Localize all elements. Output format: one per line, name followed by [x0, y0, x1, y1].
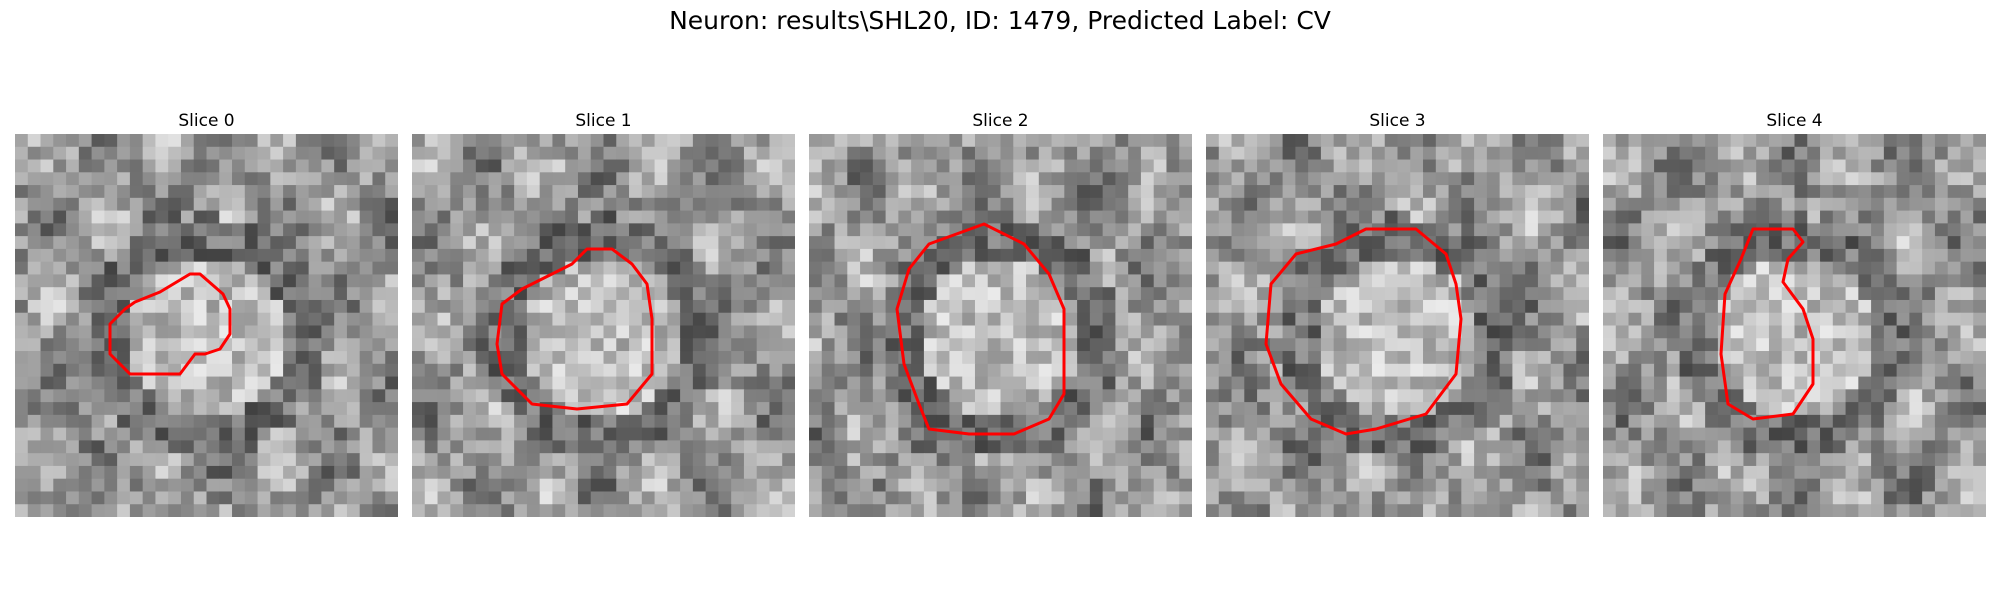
slice-panel-4: Slice 4 [1603, 108, 1986, 517]
segmentation-contour [895, 222, 1066, 436]
pixel-grid [15, 134, 398, 517]
slice-panel-0: Slice 0 [15, 108, 398, 517]
slice-image-1 [412, 134, 795, 517]
pixel-grid [809, 134, 1192, 517]
figure-title: Neuron: results\SHL20, ID: 1479, Predict… [669, 6, 1331, 35]
pixel-grid [412, 134, 795, 517]
segmentation-contour [108, 272, 232, 376]
segmentation-contour [1719, 227, 1815, 421]
slice-panel-1: Slice 1 [412, 108, 795, 517]
slice-title-2: Slice 2 [972, 111, 1029, 131]
slice-title-4: Slice 4 [1766, 111, 1823, 131]
slice-panel-3: Slice 3 [1206, 108, 1589, 517]
slice-title-1: Slice 1 [575, 111, 632, 131]
slice-panel-2: Slice 2 [809, 108, 1192, 517]
slice-title-3: Slice 3 [1369, 111, 1426, 131]
segmentation-contour [1264, 227, 1463, 436]
slice-image-3 [1206, 134, 1589, 517]
slice-image-4 [1603, 134, 1986, 517]
segmentation-contour [495, 247, 654, 411]
pixel-grid [1206, 134, 1589, 517]
pixel-grid [1603, 134, 1986, 517]
slice-title-0: Slice 0 [178, 111, 235, 131]
slice-image-2 [809, 134, 1192, 517]
slice-image-0 [15, 134, 398, 517]
